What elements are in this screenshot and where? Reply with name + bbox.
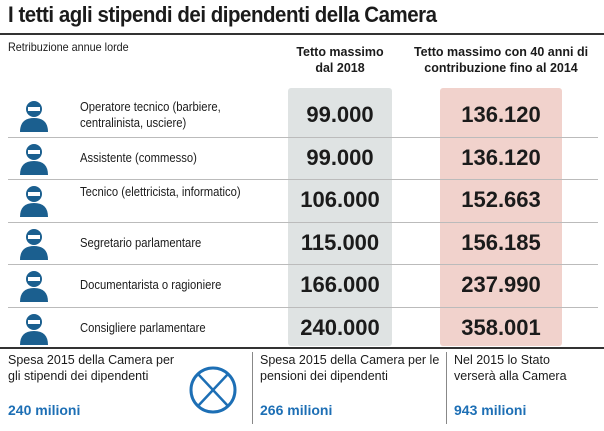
- column-header: Tetto massimo dal 2018: [296, 45, 384, 75]
- person-icon: [20, 186, 48, 218]
- cell-value: 99.000: [306, 102, 374, 128]
- row-separator: [8, 136, 598, 138]
- column-bg: [440, 88, 562, 346]
- row-separator: [8, 221, 598, 223]
- footer-amount: 943 milioni: [454, 402, 527, 418]
- cell-value: 136.120: [461, 144, 541, 170]
- row-label: Documentarista o ragioniere: [80, 278, 222, 293]
- row-label: Tecnico (elettricista, informatico): [80, 185, 241, 200]
- row-label: Operatore tecnico (barbiere, centralinis…: [80, 100, 221, 131]
- cell-value: 156.185: [461, 229, 541, 255]
- divider: [446, 352, 447, 424]
- cell-value: 237.990: [461, 272, 541, 298]
- row-label: Segretario parlamentare: [80, 235, 202, 250]
- footer-text: Spesa 2015 della Camera per le pensioni …: [260, 353, 440, 383]
- footer-text: Spesa 2015 della Camera per gli stipendi…: [8, 353, 175, 383]
- logo: [189, 366, 237, 414]
- row-separator: [8, 179, 598, 180]
- person-icon: [20, 101, 48, 133]
- person-icon: [20, 271, 48, 303]
- cell-value: 166.000: [300, 272, 380, 298]
- person-icon: [20, 313, 48, 345]
- cell-value: 152.663: [461, 187, 541, 213]
- rule: [0, 347, 604, 349]
- row-separator: [8, 306, 598, 308]
- row-label: Assistente (commesso): [80, 150, 197, 165]
- title: I tetti agli stipendi dei dipendenti del…: [8, 2, 437, 27]
- row-label: Consigliere parlamentare: [80, 320, 206, 335]
- row-separator: [8, 264, 598, 265]
- column-bg: [288, 88, 392, 346]
- cell-value: 240.000: [300, 314, 380, 340]
- footer-amount: 266 milioni: [260, 402, 333, 418]
- cell-value: 99.000: [306, 144, 374, 170]
- cell-value: 115.000: [300, 229, 380, 255]
- column-header: Tetto massimo con 40 anni di contribuzio…: [413, 45, 589, 75]
- footer-amount: 240 milioni: [8, 402, 81, 418]
- person-icon: [20, 228, 48, 260]
- cell-value: 106.000: [300, 187, 380, 213]
- rule: [0, 33, 604, 35]
- subtitle: Retribuzione annue lorde: [8, 40, 129, 54]
- cell-value: 136.120: [461, 102, 541, 128]
- cell-value: 358.001: [461, 314, 541, 340]
- divider: [252, 352, 253, 424]
- person-icon: [20, 143, 48, 175]
- footer-text: Nel 2015 lo Stato verserà alla Camera: [454, 353, 567, 383]
